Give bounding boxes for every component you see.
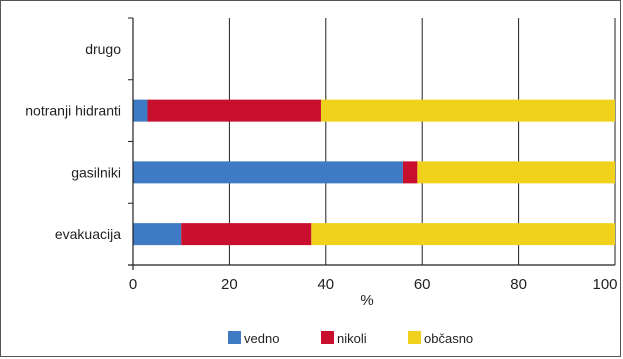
legend-item: vedno	[228, 331, 279, 346]
legend-item: občasno	[408, 331, 473, 346]
x-axis-label: %	[360, 292, 373, 309]
x-tick-label: 40	[317, 276, 334, 293]
legend-label: občasno	[424, 331, 473, 346]
bar-segment	[402, 161, 418, 184]
legend-swatch	[321, 331, 334, 344]
category-label: evakuacija	[55, 226, 121, 242]
legend: vedno nikoli občasno	[228, 331, 473, 346]
legend-label: vedno	[244, 331, 279, 346]
x-tick-label: 60	[414, 276, 431, 293]
x-tick-label: 0	[129, 276, 137, 293]
x-tick-labels: 0 20 40 60 80 100	[129, 276, 618, 293]
x-tick-label: 80	[510, 276, 527, 293]
bar-segment	[133, 99, 148, 122]
category-labels: drugo notranji hidranti gasilniki evakuacij…	[25, 41, 121, 242]
legend-swatch	[408, 331, 421, 344]
bar-segment	[417, 161, 615, 184]
category-label: drugo	[85, 41, 121, 57]
axes	[128, 17, 615, 270]
x-tick-label: 100	[592, 276, 617, 293]
bars	[133, 99, 615, 246]
bar-segment	[147, 99, 321, 122]
legend-item: nikoli	[321, 331, 367, 346]
category-label: notranji hidranti	[25, 103, 121, 119]
legend-label: nikoli	[337, 331, 367, 346]
category-label: gasilniki	[71, 164, 121, 180]
legend-swatch	[228, 331, 241, 344]
x-tick-label: 20	[221, 276, 238, 293]
bar-segment	[320, 99, 615, 122]
bar-segment	[181, 223, 312, 246]
bar-segment	[133, 223, 182, 246]
bar-segment	[133, 161, 403, 184]
bar-segment	[311, 223, 615, 246]
